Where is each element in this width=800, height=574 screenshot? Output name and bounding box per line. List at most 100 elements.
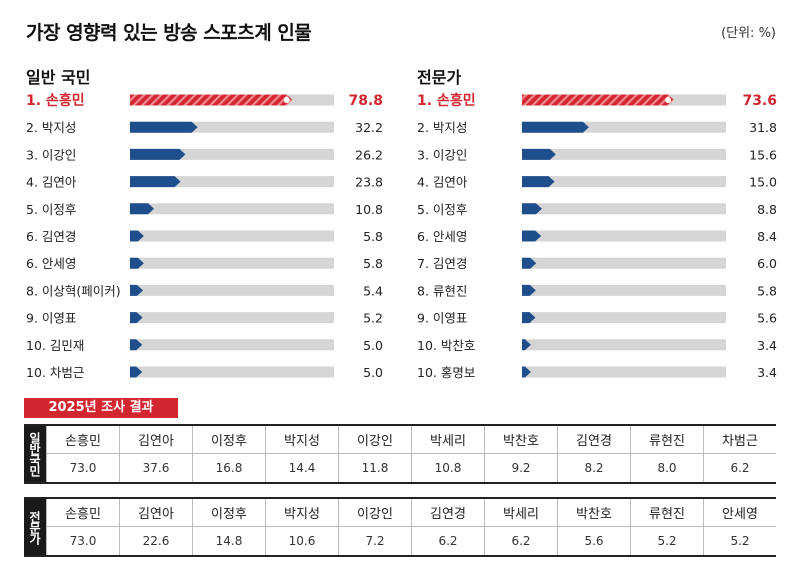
bar-category-label: 3. 이강인 <box>417 147 467 162</box>
bar-value-label: 3.4 <box>757 338 777 353</box>
bar-value-label: 5.8 <box>363 256 383 271</box>
table-name-cell: 김연아 <box>119 499 192 527</box>
table-value-cell: 5.2 <box>630 527 703 555</box>
bar-track <box>130 230 334 242</box>
table-name-cell: 손흥민 <box>46 426 119 454</box>
results-grid: 손흥민 김연아 이정후 박지성 이강인 박세리 박찬호 김연경 류현진 차범근 73.0 37.6 16… <box>46 426 776 482</box>
table-value-cell: 14.8 <box>192 527 265 555</box>
table-name-cell: 박찬호 <box>484 426 557 454</box>
bar <box>130 284 144 296</box>
table-value-cell: 10.6 <box>265 527 338 555</box>
bar <box>130 121 198 133</box>
bar-value-label: 8.8 <box>757 202 777 217</box>
bar-value-label: 5.0 <box>363 338 383 353</box>
bar-value-label: 15.6 <box>749 147 777 162</box>
table-name-cell: 이강인 <box>338 499 411 527</box>
bar-category-label: 10. 김민재 <box>26 338 84 353</box>
table-value-cell: 5.2 <box>703 527 776 555</box>
bar-category-label: 10. 홍명보 <box>417 365 475 380</box>
table-value-cell: 6.2 <box>703 454 776 482</box>
bar <box>130 148 186 160</box>
bar <box>522 176 555 188</box>
results-row-label: 일반국민 <box>24 426 46 482</box>
bar-value-label: 32.2 <box>355 120 383 135</box>
table-name-cell: 손흥민 <box>46 499 119 527</box>
bar <box>522 230 542 242</box>
table-name-cell: 김연아 <box>119 426 192 454</box>
bar-track <box>130 366 334 378</box>
bar <box>522 148 556 160</box>
bar-value-label: 5.4 <box>363 283 383 298</box>
bar-track <box>522 339 726 351</box>
bar-category-label: 3. 이강인 <box>26 147 76 162</box>
bar-category-label: 6. 김연경 <box>26 229 76 244</box>
bar <box>522 366 531 378</box>
bar <box>130 230 144 242</box>
table-value-cell: 14.4 <box>265 454 338 482</box>
bar-category-label: 5. 이정후 <box>26 202 76 217</box>
table-name-cell: 박세리 <box>411 426 484 454</box>
bar-category-label: 10. 차범근 <box>26 365 84 380</box>
bar <box>522 312 536 324</box>
table-name-cell: 류현진 <box>630 426 703 454</box>
bar-track <box>130 203 334 215</box>
table-name-cell: 박찬호 <box>557 499 630 527</box>
table-name-cell: 이정후 <box>192 499 265 527</box>
bar-track <box>522 366 726 378</box>
bar-value-label: 5.6 <box>757 311 777 326</box>
table-value-cell: 10.8 <box>411 454 484 482</box>
bar <box>130 312 143 324</box>
bar <box>522 94 675 106</box>
bar-value-label: 5.0 <box>363 365 383 380</box>
bar-category-label: 1. 손흥민 <box>417 92 476 109</box>
table-value-cell: 16.8 <box>192 454 265 482</box>
bar-track <box>522 312 726 324</box>
bar-track <box>522 203 726 215</box>
bar <box>522 203 542 215</box>
bar-value-label: 10.8 <box>355 202 383 217</box>
bar <box>522 121 589 133</box>
table-name-cell: 김연경 <box>557 426 630 454</box>
table-name-cell: 류현진 <box>630 499 703 527</box>
experts-title: 전문가 <box>417 68 462 87</box>
bar-category-label: 9. 이영표 <box>417 311 467 326</box>
table-name-cell: 박지성 <box>265 426 338 454</box>
bar-value-label: 5.8 <box>363 229 383 244</box>
bar-track <box>130 312 334 324</box>
bar-category-label: 9. 이영표 <box>26 311 76 326</box>
bar <box>522 257 537 269</box>
bar <box>522 339 531 351</box>
bar-category-label: 10. 박찬호 <box>417 338 475 353</box>
table-name-cell: 이정후 <box>192 426 265 454</box>
bar <box>522 284 536 296</box>
bar <box>130 339 143 351</box>
bar-value-label: 5.8 <box>757 283 777 298</box>
bar-track <box>130 257 334 269</box>
table-name-cell: 김연경 <box>411 499 484 527</box>
bar-category-label: 5. 이정후 <box>417 202 467 217</box>
table-name-cell: 차범근 <box>703 426 776 454</box>
bar-end-dot <box>665 97 672 103</box>
bar-value-label: 78.8 <box>348 93 383 109</box>
bar-track <box>522 176 726 188</box>
table-value-cell: 22.6 <box>119 527 192 555</box>
bar-track <box>522 257 726 269</box>
bar-value-label: 73.6 <box>742 93 777 109</box>
page-title: 가장 영향력 있는 방송 스포츠계 인물 <box>26 22 312 44</box>
bar <box>130 366 143 378</box>
bar <box>130 203 155 215</box>
bar-track <box>522 284 726 296</box>
bar-category-label: 8. 류현진 <box>417 283 467 298</box>
table-value-cell: 6.2 <box>411 527 484 555</box>
bar-charts: 1. 손흥민 78.8 2. 박지성 32.2 3. 이강인 26.2 4. 김연아 23.8… <box>26 92 777 380</box>
table-value-cell: 73.0 <box>46 454 119 482</box>
bar-category-label: 6. 안세영 <box>417 229 467 244</box>
table-value-cell: 9.2 <box>484 454 557 482</box>
bar-track <box>522 148 726 160</box>
table-value-cell: 5.6 <box>557 527 630 555</box>
bar <box>130 176 181 188</box>
bar-track <box>130 339 334 351</box>
bar <box>130 94 293 106</box>
bar-category-label: 7. 김연경 <box>417 256 467 271</box>
bar-track <box>130 176 334 188</box>
